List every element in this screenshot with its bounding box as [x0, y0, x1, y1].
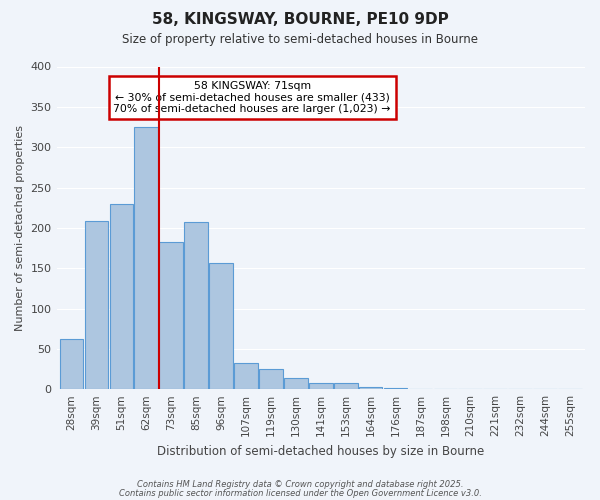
Bar — [334, 382, 358, 389]
Bar — [284, 378, 308, 389]
Bar — [209, 262, 233, 389]
Bar — [384, 388, 407, 389]
Bar — [309, 382, 332, 389]
Bar — [160, 242, 183, 389]
Y-axis label: Number of semi-detached properties: Number of semi-detached properties — [15, 125, 25, 331]
X-axis label: Distribution of semi-detached houses by size in Bourne: Distribution of semi-detached houses by … — [157, 444, 484, 458]
Text: Contains HM Land Registry data © Crown copyright and database right 2025.: Contains HM Land Registry data © Crown c… — [137, 480, 463, 489]
Bar — [110, 204, 133, 389]
Bar — [85, 220, 108, 389]
Text: 58 KINGSWAY: 71sqm
← 30% of semi-detached houses are smaller (433)
70% of semi-d: 58 KINGSWAY: 71sqm ← 30% of semi-detache… — [113, 81, 391, 114]
Bar — [134, 127, 158, 389]
Text: Size of property relative to semi-detached houses in Bourne: Size of property relative to semi-detach… — [122, 32, 478, 46]
Bar — [359, 387, 382, 389]
Bar — [234, 364, 258, 389]
Bar — [59, 339, 83, 389]
Bar — [259, 369, 283, 389]
Text: Contains public sector information licensed under the Open Government Licence v3: Contains public sector information licen… — [119, 488, 481, 498]
Bar — [184, 222, 208, 389]
Text: 58, KINGSWAY, BOURNE, PE10 9DP: 58, KINGSWAY, BOURNE, PE10 9DP — [152, 12, 448, 28]
